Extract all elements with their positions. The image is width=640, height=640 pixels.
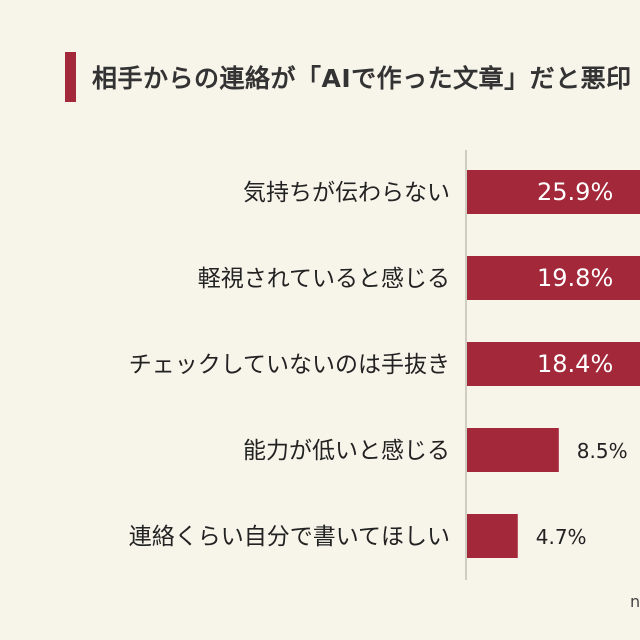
chart-title: 相手からの連絡が「AIで作った文章」だと悪印 — [92, 64, 632, 93]
bar — [467, 514, 518, 558]
bar — [467, 256, 640, 300]
category-label: 能力が低いと感じる — [243, 438, 450, 464]
bars-group: 気持ちが伝わらない 25.9% 軽視されていると感じる 19.8% チェックしていないの… — [129, 170, 640, 558]
category-label: チェックしていないのは手抜き — [129, 352, 450, 378]
bar — [467, 342, 640, 386]
value-label: 25.9% — [537, 178, 613, 206]
bar — [467, 428, 559, 472]
value-label: 8.5% — [577, 439, 628, 463]
value-label: 4.7% — [536, 525, 587, 549]
watermark: n — [630, 592, 640, 611]
category-label: 連絡くらい自分で書いてほしい — [129, 524, 450, 550]
title-accent-bar — [65, 52, 76, 102]
value-label: 19.8% — [537, 264, 613, 292]
bar — [467, 170, 640, 214]
category-label: 軽視されていると感じる — [198, 266, 450, 292]
category-label: 気持ちが伝わらない — [243, 180, 450, 206]
value-label: 18.4% — [537, 350, 613, 378]
